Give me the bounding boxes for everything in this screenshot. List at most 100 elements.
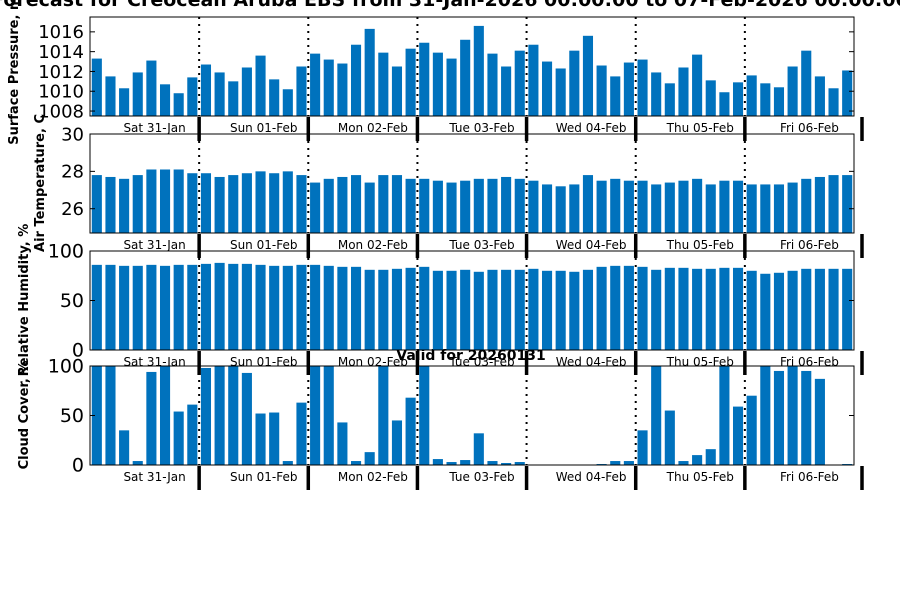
- humidity-bar: [460, 269, 471, 350]
- cloud-bar: [214, 366, 225, 465]
- cloud-bar: [473, 433, 484, 465]
- pressure-bar: [842, 70, 853, 116]
- pressure-bar: [187, 77, 198, 116]
- temperature-bar: [651, 184, 662, 233]
- x-day-label: Tue 03-Feb: [448, 355, 514, 369]
- pressure-bar: [596, 65, 607, 116]
- temperature-bar: [610, 178, 621, 233]
- pressure-bar: [610, 76, 621, 116]
- pressure-bar: [541, 61, 553, 116]
- humidity-bar: [623, 265, 634, 350]
- humidity-bar: [132, 265, 143, 350]
- temperature-bar: [732, 180, 744, 233]
- y-tick-label: 26: [61, 199, 84, 220]
- cloud-bar: [146, 371, 157, 465]
- x-day-label: Wed 04-Feb: [556, 238, 627, 252]
- pressure-bar: [119, 88, 130, 116]
- y-tick-label: 50: [60, 405, 84, 427]
- pressure-bar: [555, 68, 566, 116]
- cloud-bar: [200, 367, 212, 465]
- temperature-bar: [760, 184, 771, 233]
- temperature-bar: [801, 178, 812, 233]
- cloud-bar: [460, 460, 471, 465]
- x-day-label: Sat 31-Jan: [123, 355, 185, 369]
- pressure-bar: [623, 62, 634, 116]
- pressure-bar: [732, 82, 744, 116]
- humidity-bar: [678, 267, 689, 350]
- temperature-bar: [432, 180, 443, 233]
- y-tick-label: 1016: [38, 22, 84, 43]
- pressure-bar: [514, 50, 525, 116]
- humidity-bar: [228, 263, 239, 350]
- cloud-bar: [255, 413, 266, 465]
- temperature-bar: [719, 180, 730, 233]
- humidity-bar: [842, 268, 853, 350]
- pressure-bar: [664, 83, 675, 116]
- humidity-bar: [664, 267, 675, 350]
- x-day-label: Mon 02-Feb: [338, 355, 408, 369]
- humidity-bar: [255, 264, 266, 350]
- humidity-bar: [828, 268, 839, 350]
- x-day-label: Tue 03-Feb: [448, 121, 514, 135]
- temperature-bar: [146, 169, 157, 233]
- temperature-bar: [828, 175, 839, 233]
- pressure-bar: [132, 72, 143, 116]
- pressure-bar: [828, 88, 839, 116]
- y-tick-label: 100: [48, 356, 84, 378]
- x-day-label: Tue 03-Feb: [448, 238, 514, 252]
- pressure-bar: [501, 66, 512, 116]
- x-day-label: Tue 03-Feb: [448, 470, 514, 484]
- humidity-bar: [296, 264, 307, 350]
- cloud-bar: [787, 366, 798, 465]
- y-tick-label: 1012: [38, 62, 84, 83]
- pressure-bar: [378, 52, 389, 116]
- cloud-bar: [419, 366, 430, 465]
- pressure-bar: [460, 39, 471, 116]
- x-day-label: Thu 05-Feb: [666, 470, 734, 484]
- temperature-bar: [241, 173, 252, 233]
- humidity-bar: [173, 264, 184, 350]
- panel-cloud: 0 50 100 Sat 31-Jan Sun 01-Feb Mon 02-Feb Tue …: [17, 356, 864, 490]
- x-day-label: Fri 06-Feb: [780, 238, 839, 252]
- temperature-bar: [623, 180, 634, 233]
- pressure-bar: [159, 84, 171, 116]
- y-tick-label: 28: [61, 162, 84, 183]
- humidity-bar: [787, 270, 798, 350]
- y-axis-label: Cloud Cover, %: [17, 361, 32, 470]
- pressure-bar: [282, 89, 293, 116]
- temperature-bar: [582, 175, 594, 233]
- x-day-label: Wed 04-Feb: [556, 121, 627, 135]
- humidity-bar: [391, 268, 403, 350]
- humidity-bar: [200, 263, 212, 350]
- cloud-bar: [801, 370, 812, 465]
- temperature-bar: [200, 173, 212, 233]
- x-day-label: Mon 02-Feb: [338, 121, 408, 135]
- temperature-bar: [119, 178, 130, 233]
- cloud-bar: [610, 461, 621, 465]
- humidity-bar: [323, 265, 334, 350]
- temperature-bar: [228, 175, 239, 233]
- pressure-bar: [651, 72, 662, 116]
- cloud-bar: [705, 449, 716, 465]
- temperature-bar: [555, 186, 566, 233]
- panel-temperature: 26 28 30 Sat 31-Jan Sun 01-Feb Mon 02-Feb Tue …: [33, 114, 864, 258]
- temperature-bar: [460, 180, 471, 233]
- humidity-bar: [432, 270, 443, 350]
- y-axis-label: Surface Pressure, mb: [7, 0, 22, 145]
- temperature-bar: [637, 180, 648, 233]
- pressure-bar: [269, 79, 280, 116]
- temperature-bar: [105, 176, 116, 233]
- humidity-bar: [337, 266, 348, 350]
- temperature-bar: [405, 178, 416, 233]
- pressure-bar: [200, 64, 212, 116]
- temperature-bar: [132, 175, 143, 233]
- humidity-bar: [501, 269, 512, 350]
- cloud-bar: [378, 366, 389, 465]
- cloud-bar: [746, 395, 757, 465]
- temperature-bar: [173, 169, 184, 233]
- x-day-label: Wed 04-Feb: [556, 355, 627, 369]
- pressure-bar: [569, 50, 580, 116]
- humidity-bar: [541, 270, 553, 350]
- humidity-bar: [528, 268, 539, 350]
